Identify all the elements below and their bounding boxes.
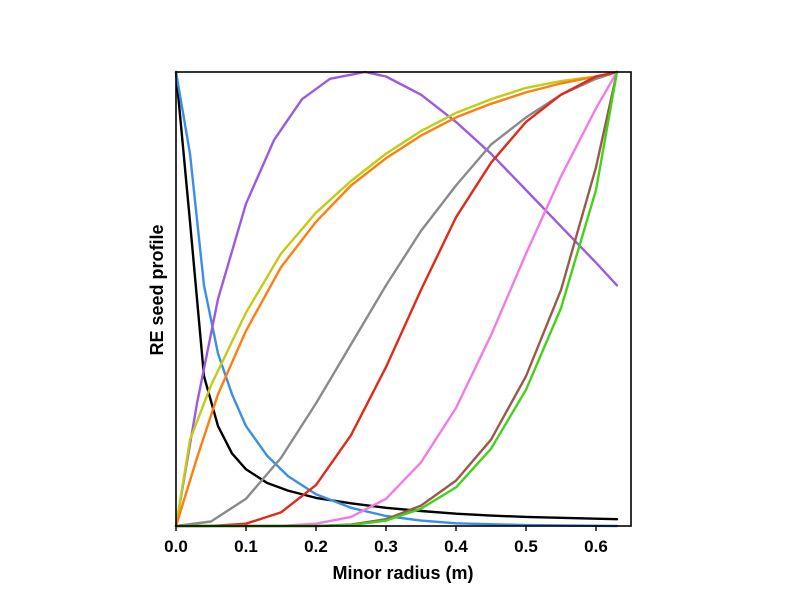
x-tick-label: 0.3 <box>374 537 398 556</box>
x-axis-label: Minor radius (m) <box>332 563 473 583</box>
x-tick-label: 0.6 <box>584 537 608 556</box>
x-tick-label: 0.0 <box>164 537 188 556</box>
series-line-7 <box>174 70 619 528</box>
series-line-5 <box>174 70 619 528</box>
plot-frame <box>175 71 632 527</box>
series-layer <box>174 70 619 528</box>
series-line-8 <box>174 70 619 528</box>
y-axis-label: RE seed profile <box>147 224 167 355</box>
series-line-2 <box>174 70 619 528</box>
x-axis: 0.0 0.1 0.2 0.3 0.4 0.5 0.6 <box>164 526 608 556</box>
series-line-10 <box>174 70 619 528</box>
series-line-4 <box>174 70 619 528</box>
series-line-3 <box>174 70 619 528</box>
series-line-1 <box>174 70 619 521</box>
x-tick-label: 0.1 <box>234 537 258 556</box>
x-tick-label: 0.4 <box>444 537 468 556</box>
series-line-9 <box>174 70 619 528</box>
x-tick-label: 0.5 <box>514 537 538 556</box>
series-line-6 <box>174 70 619 528</box>
x-tick-label: 0.2 <box>304 537 328 556</box>
